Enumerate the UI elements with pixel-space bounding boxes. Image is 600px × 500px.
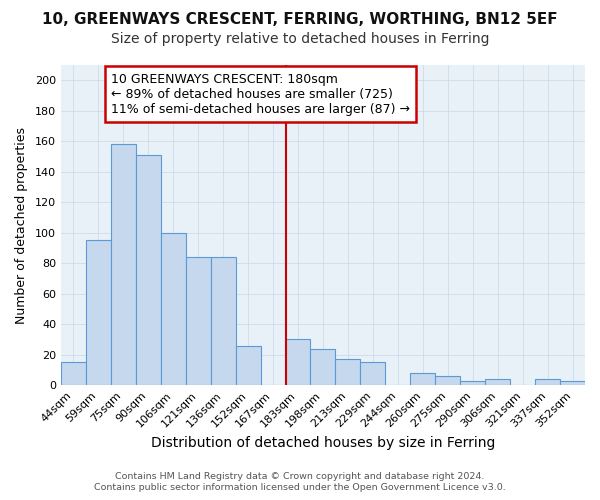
Bar <box>86 240 111 385</box>
Bar <box>485 379 510 385</box>
Text: 10 GREENWAYS CRESCENT: 180sqm
← 89% of detached houses are smaller (725)
11% of : 10 GREENWAYS CRESCENT: 180sqm ← 89% of d… <box>111 72 410 116</box>
Bar <box>236 346 260 385</box>
Bar <box>186 257 211 385</box>
Bar <box>136 155 161 385</box>
X-axis label: Distribution of detached houses by size in Ferring: Distribution of detached houses by size … <box>151 436 495 450</box>
Text: 10, GREENWAYS CRESCENT, FERRING, WORTHING, BN12 5EF: 10, GREENWAYS CRESCENT, FERRING, WORTHIN… <box>42 12 558 28</box>
Y-axis label: Number of detached properties: Number of detached properties <box>15 126 28 324</box>
Text: Contains public sector information licensed under the Open Government Licence v3: Contains public sector information licen… <box>94 484 506 492</box>
Bar <box>560 380 585 385</box>
Bar <box>61 362 86 385</box>
Bar <box>310 348 335 385</box>
Bar <box>361 362 385 385</box>
Bar <box>460 380 485 385</box>
Bar <box>111 144 136 385</box>
Bar <box>161 232 186 385</box>
Bar <box>211 257 236 385</box>
Bar <box>535 379 560 385</box>
Bar <box>286 340 310 385</box>
Text: Size of property relative to detached houses in Ferring: Size of property relative to detached ho… <box>111 32 489 46</box>
Bar <box>410 373 435 385</box>
Text: Contains HM Land Registry data © Crown copyright and database right 2024.: Contains HM Land Registry data © Crown c… <box>115 472 485 481</box>
Bar <box>435 376 460 385</box>
Bar <box>335 360 361 385</box>
